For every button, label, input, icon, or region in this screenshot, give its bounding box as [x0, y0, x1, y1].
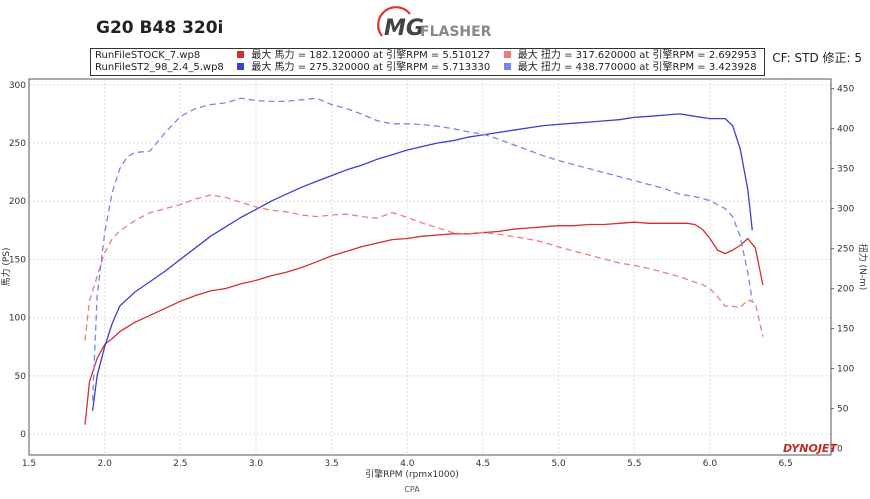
logo-flasher-text: FLASHER — [420, 24, 492, 40]
legend-swatch-tq — [503, 51, 511, 58]
y-right-tick-label: 350 — [837, 165, 854, 175]
power-line-0 — [84, 221, 764, 425]
chart-title: G20 B48 320i — [96, 18, 224, 38]
correction-factor-label: CF: STD 修正: 5 — [772, 51, 862, 65]
x-tick-label: 4.5 — [476, 459, 490, 469]
torque-line-2 — [84, 194, 764, 341]
y-right-tick-label: 150 — [837, 325, 854, 335]
x-tick-label: 4.0 — [400, 459, 415, 469]
y-right-tick-label: 50 — [837, 405, 849, 415]
y-right-tick-label: 250 — [837, 245, 854, 255]
y-left-tick-label: 50 — [15, 372, 27, 382]
legend-hp-text: 最大 馬力 = 275.320000 at 引擎RPM = 5.713330 — [251, 62, 491, 73]
y-left-tick-label: 0 — [20, 430, 26, 440]
x-tick-label: 2.5 — [173, 459, 187, 469]
chart-legend: RunFileSTOCK_7.wp8 最大 馬力 = 182.120000 at… — [90, 48, 765, 76]
y-right-tick-label: 200 — [837, 285, 854, 295]
y-right-tick-label: 0 — [837, 445, 843, 455]
logo-mg-text: MG — [384, 16, 424, 41]
y-right-tick-label: 400 — [837, 125, 854, 135]
x-tick-label: 6.0 — [703, 459, 718, 469]
watermark-text: CPA — [404, 485, 420, 494]
dynojet-brand: DYNOJET — [783, 442, 838, 455]
x-tick-label: 6.5 — [778, 459, 792, 469]
legend-swatch-hp — [237, 63, 245, 70]
x-tick-label: 1.5 — [22, 459, 36, 469]
x-tick-label: 3.0 — [249, 459, 264, 469]
plot-frame — [28, 78, 832, 456]
mg-flasher-logo: MG FLASHER — [377, 6, 492, 41]
x-tick-label: 3.5 — [324, 459, 338, 469]
torque-line-3 — [91, 97, 753, 401]
y-left-tick-label: 200 — [9, 197, 26, 207]
legend-file-name: RunFileSTOCK_7.wp8 — [95, 50, 201, 61]
y-left-tick-label: 250 — [9, 139, 26, 149]
y-left-tick-label: 150 — [9, 255, 26, 265]
y-left-tick-label: 100 — [9, 314, 26, 324]
legend-hp-text: 最大 馬力 = 182.120000 at 引擎RPM = 5.510127 — [251, 50, 491, 61]
legend-row: RunFileST2_98_2.4_5.wp8 最大 馬力 = 275.3200… — [95, 62, 757, 74]
power-line-1 — [91, 113, 753, 411]
y-left-axis-label: 馬力 (PS) — [0, 247, 12, 286]
x-axis-label: 引擎RPM (rpmx1000) — [365, 468, 459, 480]
y-right-tick-label: 300 — [837, 205, 854, 215]
legend-tq-text: 最大 扭力 = 438.770000 at 引擎RPM = 3.423928 — [517, 62, 757, 73]
legend-file-name: RunFileST2_98_2.4_5.wp8 — [95, 62, 224, 73]
legend-swatch-tq — [503, 63, 511, 70]
legend-row: RunFileSTOCK_7.wp8 最大 馬力 = 182.120000 at… — [95, 50, 757, 62]
y-left-tick-label: 300 — [9, 81, 26, 91]
x-tick-label: 2.0 — [97, 459, 112, 469]
y-right-tick-label: 100 — [837, 365, 854, 375]
x-tick-label: 5.0 — [551, 459, 566, 469]
legend-tq-text: 最大 扭力 = 317.620000 at 引擎RPM = 2.692953 — [517, 50, 757, 61]
y-right-axis-label: 扭力 (N-m) — [857, 244, 869, 291]
legend-swatch-hp — [237, 51, 245, 58]
x-tick-label: 5.5 — [627, 459, 641, 469]
y-right-tick-label: 450 — [837, 85, 854, 95]
